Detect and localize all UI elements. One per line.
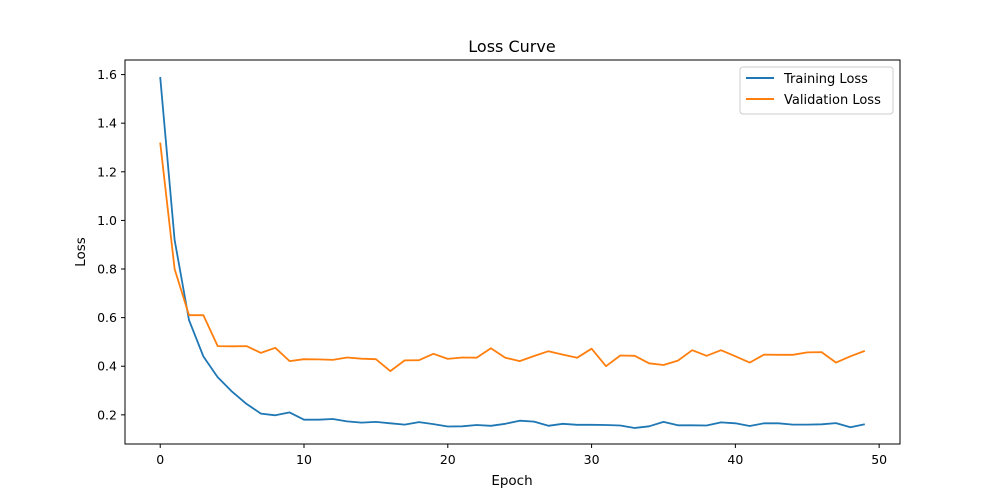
training-loss-line [159, 76, 865, 429]
y-tick-label: 0.4 [97, 359, 117, 374]
y-axis-ticks: 0.2 0.4 0.6 0.8 1.0 1.2 1.4 1.6 [97, 67, 125, 422]
plot-frame [124, 59, 901, 445]
y-tick-label: 0.2 [97, 407, 117, 422]
y-tick-label: 0.6 [97, 310, 117, 325]
x-axis-ticks: 0 10 20 30 40 50 [156, 444, 887, 467]
y-tick-label: 1.4 [97, 116, 117, 131]
y-axis-label: Loss [73, 237, 89, 267]
x-tick-label: 20 [440, 452, 456, 467]
y-tick-label: 1.0 [97, 213, 117, 228]
legend: Training Loss Validation Loss [739, 66, 894, 115]
legend-label-training: Training Loss [783, 72, 868, 87]
y-tick-label: 1.2 [97, 164, 117, 179]
legend-label-validation: Validation Loss [784, 93, 881, 108]
plot-lines [159, 76, 866, 429]
x-tick-label: 30 [584, 452, 600, 467]
validation-loss-line [159, 142, 866, 373]
x-tick-label: 40 [727, 452, 743, 467]
y-tick-label: 1.6 [97, 67, 117, 82]
x-tick-label: 0 [156, 452, 164, 467]
x-axis-label: Epoch [491, 473, 532, 489]
x-tick-label: 10 [296, 452, 312, 467]
x-tick-label: 50 [871, 452, 887, 467]
chart-title: Loss Curve [468, 37, 555, 56]
y-tick-label: 0.8 [97, 262, 117, 277]
legend-box [739, 66, 894, 115]
